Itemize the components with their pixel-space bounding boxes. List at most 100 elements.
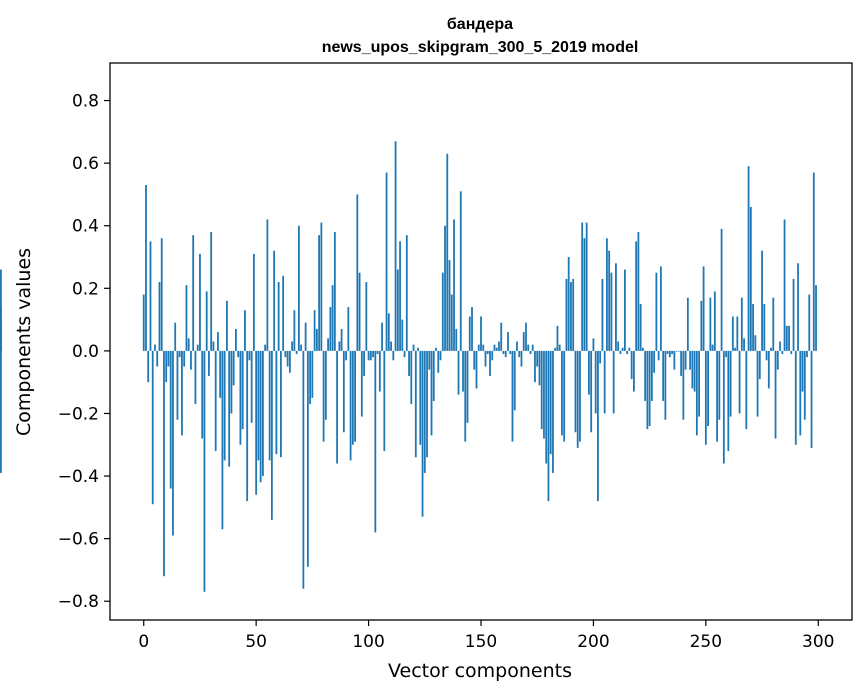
bar xyxy=(441,272,444,351)
bar xyxy=(767,350,770,389)
bar xyxy=(223,350,226,461)
bar xyxy=(534,350,536,383)
bar xyxy=(489,350,491,376)
bar xyxy=(507,332,509,351)
bar xyxy=(734,347,736,351)
bar xyxy=(421,350,424,517)
bar xyxy=(808,294,811,351)
bar xyxy=(527,344,530,351)
bar xyxy=(644,350,647,401)
bar xyxy=(547,350,550,502)
bar xyxy=(610,272,613,351)
bar xyxy=(313,310,316,351)
bar xyxy=(199,253,201,351)
bar xyxy=(320,222,323,351)
bar xyxy=(592,338,595,351)
bar xyxy=(585,222,588,351)
bar xyxy=(633,350,635,392)
bar xyxy=(351,350,354,445)
bar xyxy=(727,350,730,452)
bar xyxy=(374,350,377,533)
bar xyxy=(439,350,442,361)
bar xyxy=(646,350,649,430)
bar xyxy=(226,300,228,351)
bar xyxy=(432,350,435,401)
bar xyxy=(758,350,761,380)
bar xyxy=(704,350,707,445)
bar xyxy=(288,350,291,373)
bar xyxy=(273,250,276,351)
bar xyxy=(621,347,624,351)
bar xyxy=(639,303,642,351)
bar xyxy=(749,206,752,351)
bar xyxy=(525,322,527,351)
bar xyxy=(655,272,658,351)
bar xyxy=(0,269,2,351)
bar xyxy=(342,350,345,433)
bar xyxy=(637,231,640,351)
y-tick-label: 0.2 xyxy=(72,279,99,299)
bar xyxy=(181,350,183,436)
bar xyxy=(295,350,298,355)
bar xyxy=(430,350,433,436)
bar xyxy=(682,350,685,420)
bar xyxy=(794,350,797,445)
chart-subtitle: news_upos_skipgram_300_5_2019 model xyxy=(322,39,639,56)
bar xyxy=(511,350,514,442)
chart-title: бандера xyxy=(447,16,513,33)
bar xyxy=(788,325,790,351)
bar xyxy=(423,350,426,473)
x-tick-label: 50 xyxy=(245,632,267,652)
bar xyxy=(145,185,147,351)
bar xyxy=(297,225,300,351)
bar xyxy=(311,350,314,398)
bar xyxy=(619,350,622,355)
bar xyxy=(284,350,287,358)
bar xyxy=(612,350,615,414)
bar xyxy=(531,344,534,351)
bar xyxy=(603,350,606,414)
bar xyxy=(349,350,352,461)
bar xyxy=(212,341,215,351)
bar xyxy=(570,282,572,351)
bar xyxy=(477,344,480,351)
bar xyxy=(673,350,676,370)
bar xyxy=(268,350,271,461)
y-tick-label: 0.6 xyxy=(72,154,99,174)
bar xyxy=(165,350,168,383)
bar xyxy=(677,350,680,352)
bar xyxy=(302,350,305,589)
bar xyxy=(698,350,700,417)
bar xyxy=(201,350,204,439)
bar xyxy=(306,350,309,567)
bar xyxy=(491,350,494,361)
bar xyxy=(590,350,593,433)
bar xyxy=(601,278,604,351)
bar xyxy=(504,350,507,358)
x-tick-label: 150 xyxy=(465,632,497,652)
bar xyxy=(772,297,775,351)
bar xyxy=(756,350,759,417)
bar xyxy=(763,303,766,351)
bar xyxy=(554,347,557,351)
bar xyxy=(390,341,392,351)
bar xyxy=(513,350,516,411)
bar xyxy=(518,350,521,358)
bar xyxy=(358,272,361,351)
bar xyxy=(196,344,199,351)
bar xyxy=(790,350,793,355)
bar xyxy=(650,350,653,401)
bar xyxy=(329,307,332,351)
bar xyxy=(801,350,804,392)
bar xyxy=(776,350,779,370)
bar xyxy=(277,282,280,351)
bar xyxy=(538,350,541,386)
bar xyxy=(628,347,631,351)
bar xyxy=(815,285,817,351)
y-tick-label: −0.6 xyxy=(58,530,99,550)
bar xyxy=(509,350,512,355)
bar xyxy=(747,166,750,351)
bar xyxy=(383,350,386,452)
bar xyxy=(754,335,757,351)
bar xyxy=(522,332,525,351)
